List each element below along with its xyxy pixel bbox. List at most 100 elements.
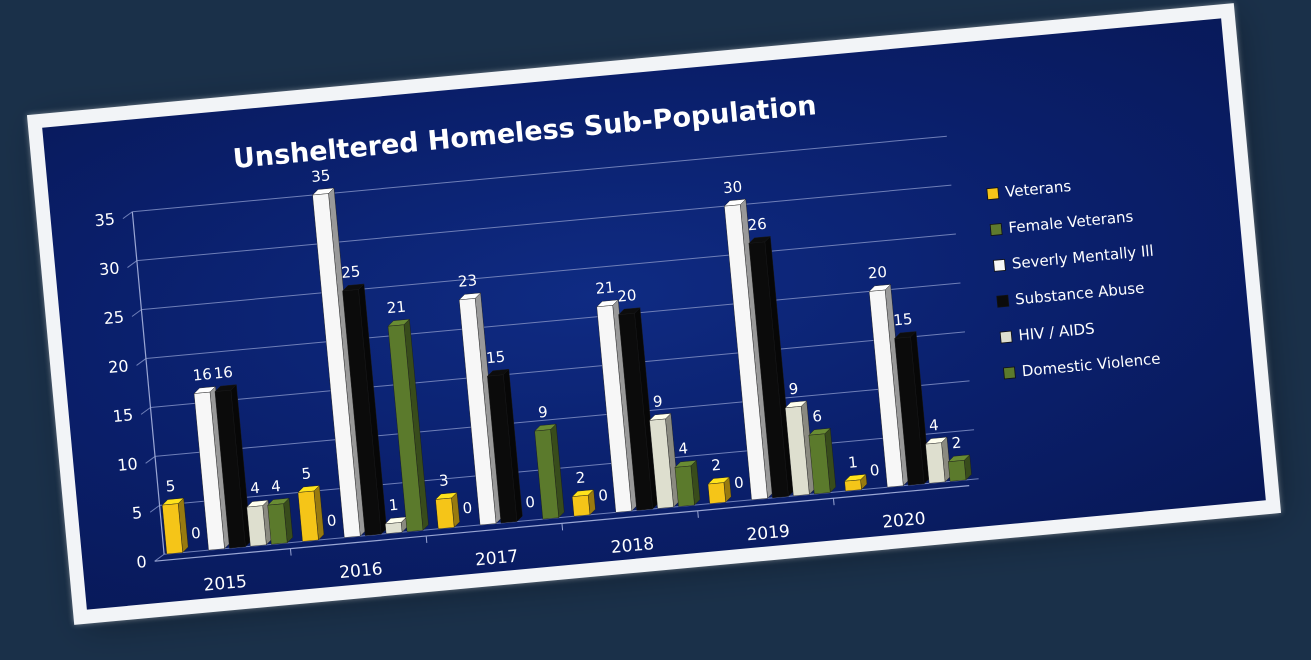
legend-item: Domestic Violence <box>1003 349 1161 380</box>
bar-front <box>297 490 319 542</box>
bar-front <box>267 503 288 545</box>
y-tick-label: 0 <box>136 552 148 572</box>
bar-front <box>868 289 904 488</box>
legend-item: Substance Abuse <box>996 279 1145 309</box>
legend-swatch <box>993 258 1006 272</box>
data-label: 9 <box>537 403 548 422</box>
bar-front <box>649 418 674 509</box>
data-label: 1 <box>388 496 399 515</box>
bar-front <box>342 289 382 536</box>
gridline-depth <box>131 309 142 317</box>
bar-2019-4 <box>784 400 816 497</box>
legend-swatch <box>1003 366 1016 380</box>
y-tick-label: 10 <box>116 454 138 475</box>
legend-swatch <box>999 330 1013 344</box>
data-label: 20 <box>617 286 638 306</box>
data-label: 30 <box>722 177 743 197</box>
data-label: 9 <box>788 380 799 399</box>
bar-2017-5 <box>534 423 565 520</box>
x-tick-label: 2020 <box>882 509 927 533</box>
gridline-depth <box>127 260 138 268</box>
data-label: 2 <box>575 468 586 487</box>
bar-front <box>844 479 862 492</box>
gridline-depth <box>136 358 147 366</box>
data-label: 9 <box>652 392 663 411</box>
bar-front <box>312 193 361 538</box>
data-label: 16 <box>213 363 234 383</box>
bar-2019-0 <box>707 476 732 504</box>
gridline-depth <box>154 553 165 562</box>
bar-front <box>246 505 267 547</box>
bar-2016-0 <box>297 485 325 542</box>
legend-swatch <box>996 294 1010 308</box>
bar-front <box>214 389 246 549</box>
bar-2016-5 <box>387 318 429 532</box>
legend-label: Female Veterans <box>1008 207 1134 236</box>
legend-label: Domestic Violence <box>1021 349 1161 380</box>
x-tick-label: 2017 <box>474 547 519 571</box>
legend-label: HIV / AIDS <box>1018 319 1096 344</box>
y-tick-label: 5 <box>131 503 143 523</box>
data-label: 0 <box>190 524 201 543</box>
bar-front <box>487 374 518 524</box>
bar-2018-4 <box>648 412 680 509</box>
bar-front <box>435 497 455 530</box>
x-tick-label: 2018 <box>610 534 655 558</box>
bar-front <box>596 305 632 513</box>
bar-front <box>161 503 183 555</box>
data-label: 16 <box>192 365 213 385</box>
legend-swatch <box>989 223 1003 236</box>
data-label: 21 <box>595 278 616 298</box>
y-tick-label: 30 <box>98 258 120 279</box>
bar-2018-5 <box>674 459 701 507</box>
gridline <box>159 429 975 506</box>
bar-2018-2 <box>596 299 638 513</box>
chart-card: 0 5 10 15 20 25 30 35 2015 2016 2017 2018 2019 2020 5… <box>26 3 1282 625</box>
data-label: 20 <box>867 263 888 283</box>
bar-front <box>571 494 591 517</box>
x-tick <box>425 535 428 544</box>
x-tick <box>289 548 292 556</box>
gridline-depth <box>140 407 151 415</box>
gridline <box>164 478 979 555</box>
y-tick-label: 35 <box>94 209 116 230</box>
bar-2017-0 <box>435 492 460 530</box>
y-tick-label: 25 <box>103 307 125 328</box>
bar-front <box>724 204 768 500</box>
bar-front <box>925 442 946 484</box>
data-label: 2 <box>711 456 722 475</box>
data-label: 0 <box>733 473 744 492</box>
bar-front <box>193 391 225 551</box>
chart-title: Unsheltered Homeless Sub-Population <box>232 90 818 175</box>
gridline <box>145 282 961 360</box>
chart-plot-area: 0 5 10 15 20 25 30 35 2015 2016 2017 2018 2019 2020 5… <box>42 18 1266 610</box>
x-tick-label: 2015 <box>203 572 248 596</box>
bar-front <box>894 336 925 486</box>
bar-2015-2 <box>193 386 231 551</box>
x-tick <box>697 510 699 518</box>
bar-2015-0 <box>161 497 189 555</box>
gridlines <box>122 135 979 562</box>
bar-front <box>674 465 695 507</box>
bar-2019-5 <box>808 427 836 495</box>
bar-front <box>385 522 403 534</box>
gridline <box>141 233 956 311</box>
y-tick-label: 15 <box>112 405 134 426</box>
data-label: 5 <box>301 464 312 483</box>
data-label: 2 <box>951 434 962 453</box>
data-label: 0 <box>462 499 473 518</box>
data-label: 0 <box>869 461 880 480</box>
bar-2020-4 <box>924 436 951 484</box>
bar-front <box>387 324 424 532</box>
bar-front <box>808 433 831 495</box>
legend-label: Veterans <box>1004 177 1072 201</box>
x-tick <box>561 523 564 531</box>
bar-2015-5 <box>267 497 293 545</box>
bar-front <box>618 313 653 511</box>
legend-swatch <box>986 187 1000 201</box>
data-label: 3 <box>438 471 449 490</box>
legend-item: Veterans <box>986 177 1072 201</box>
